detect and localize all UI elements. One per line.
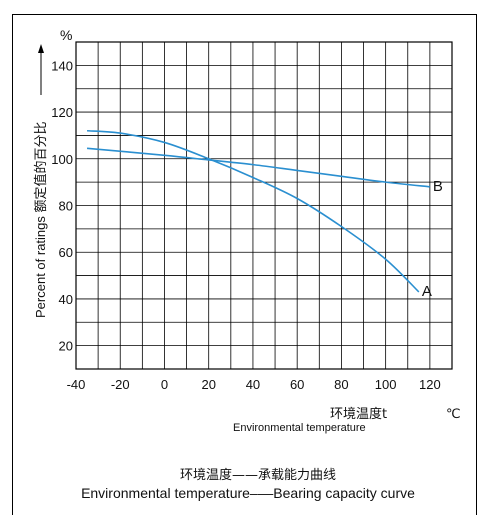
series-lines: AB <box>86 129 443 300</box>
y-tick-label: 120 <box>51 105 73 120</box>
y-tick-label: 20 <box>59 339 73 354</box>
x-tick-label: -40 <box>67 377 86 392</box>
x-axis-label-en: Environmental temperature <box>233 422 366 434</box>
x-tick-label: 120 <box>419 377 441 392</box>
caption-en: Environmental temperature–––Bearing capa… <box>81 485 415 501</box>
series-label-b: B <box>433 178 443 195</box>
x-tick-label: 0 <box>161 377 168 392</box>
y-axis-arrow <box>38 44 44 95</box>
x-tick-label: 60 <box>290 377 304 392</box>
tick-labels: -40 -20 0 20 40 60 80 100 120 20 40 60 80 100 120 140 <box>51 58 440 392</box>
y-tick-label: 80 <box>59 199 73 214</box>
y-axis-label: Percent of ratings 额定值的百分比 <box>33 122 48 319</box>
x-axis-label-cn: 环境温度t <box>330 406 387 422</box>
y-tick-label: 140 <box>51 58 73 73</box>
y-tick-label: 100 <box>51 152 73 167</box>
series-label-a: A <box>422 283 432 300</box>
plot-border <box>75 41 453 370</box>
x-tick-label: 40 <box>246 377 260 392</box>
y-tick-label: 40 <box>59 292 73 307</box>
y-tick-label: 60 <box>59 245 73 260</box>
figure-frame <box>12 14 477 515</box>
x-axis-unit: ℃ <box>446 407 461 422</box>
chart-grid <box>76 42 452 369</box>
x-tick-label: -20 <box>111 377 130 392</box>
series-line-b <box>86 147 430 188</box>
x-tick-label: 100 <box>375 377 397 392</box>
x-tick-label: 80 <box>334 377 348 392</box>
y-unit-label: % <box>60 27 72 43</box>
plot-area-border <box>75 41 453 370</box>
series-line-a <box>87 129 420 293</box>
caption-cn: 环境温度——承载能力曲线 <box>180 467 336 483</box>
x-tick-label: 20 <box>201 377 215 392</box>
